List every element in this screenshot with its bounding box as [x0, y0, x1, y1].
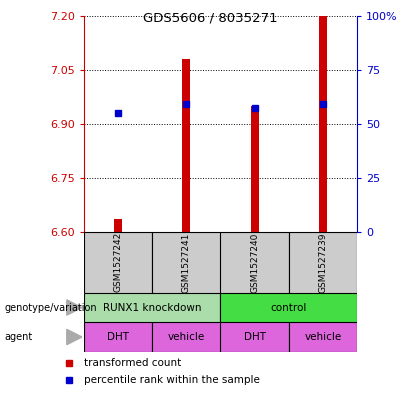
Polygon shape	[67, 300, 82, 315]
Bar	[114, 219, 122, 232]
Bar	[289, 322, 357, 352]
Text: GDS5606 / 8035271: GDS5606 / 8035271	[143, 12, 277, 25]
Bar	[152, 232, 221, 293]
Bar	[250, 106, 259, 232]
Text: agent: agent	[4, 332, 32, 342]
Text: GSM1527239: GSM1527239	[318, 232, 327, 292]
Text: vehicle: vehicle	[304, 332, 341, 342]
Bar	[220, 232, 289, 293]
Text: GSM1527241: GSM1527241	[182, 232, 191, 292]
Bar	[84, 293, 220, 322]
Bar	[84, 322, 152, 352]
Text: GSM1527242: GSM1527242	[114, 232, 123, 292]
Polygon shape	[67, 329, 82, 345]
Text: transformed count: transformed count	[84, 358, 181, 367]
Text: DHT: DHT	[244, 332, 265, 342]
Text: GSM1527240: GSM1527240	[250, 232, 259, 292]
Text: vehicle: vehicle	[168, 332, 205, 342]
Text: DHT: DHT	[107, 332, 129, 342]
Bar	[289, 232, 357, 293]
Bar	[84, 232, 152, 293]
Bar	[182, 59, 190, 232]
Bar	[152, 322, 221, 352]
Text: genotype/variation: genotype/variation	[4, 303, 97, 312]
Text: control: control	[270, 303, 307, 312]
Text: RUNX1 knockdown: RUNX1 knockdown	[103, 303, 202, 312]
Bar	[220, 322, 289, 352]
Bar	[319, 16, 327, 232]
Bar	[220, 293, 357, 322]
Text: percentile rank within the sample: percentile rank within the sample	[84, 375, 260, 385]
